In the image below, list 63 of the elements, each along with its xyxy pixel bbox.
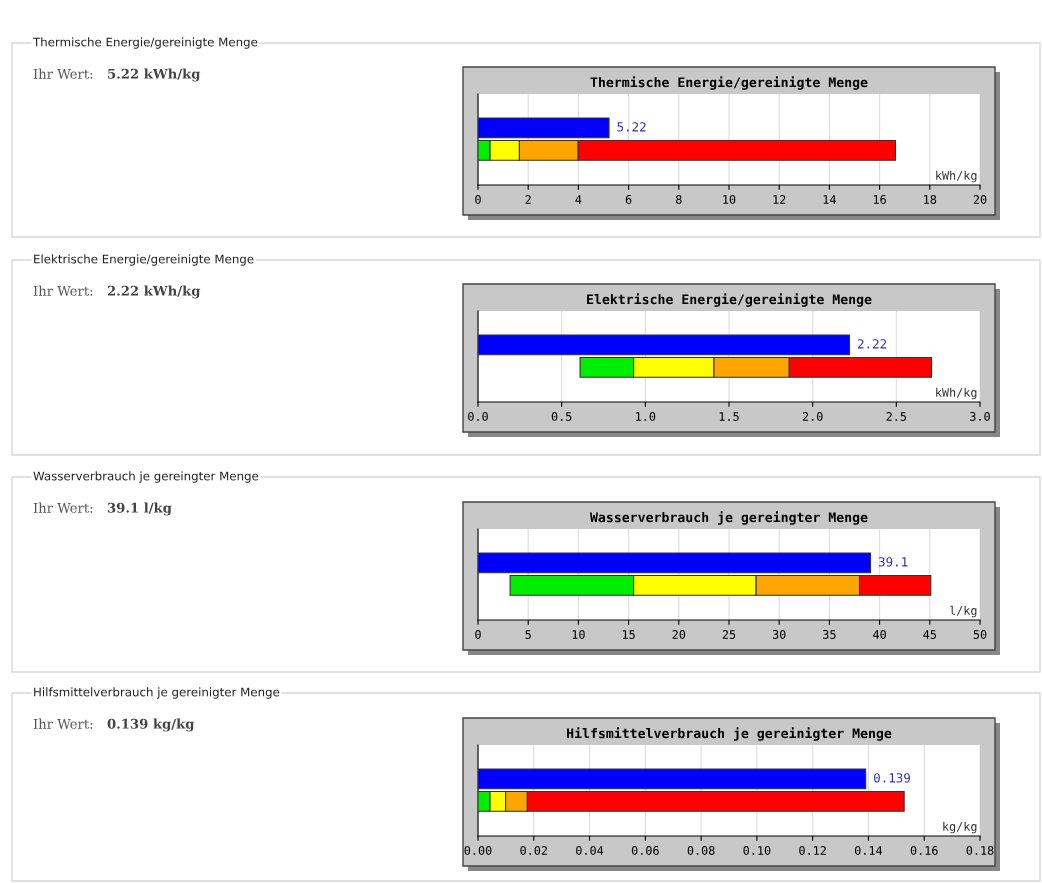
x-tick-label: 0.14 [855,845,883,855]
x-axis-title: l/kg [949,605,977,618]
x-tick-label: 8 [676,194,682,204]
x-tick-label: 30 [772,629,786,639]
text: Ihr Wert: [33,285,93,296]
chart-title: Hilfsmittelverbrauch je gereinigter Menge [567,727,892,741]
x-tick-label: 0.06 [631,845,659,855]
text: Thermische Energie/gereinigte Menge [32,37,258,49]
x-tick-label: 0.10 [743,845,771,855]
x-tick-label: 0 [475,194,481,204]
x-tick-label: 5 [525,630,531,639]
x-tick-label: 15 [622,630,635,639]
data-label: 39.1 [878,557,908,567]
x-tick-label: 10 [572,629,585,639]
x-tick-label: 1.5 [719,412,739,421]
x-tick-label: 0.00 [464,845,492,855]
text: Hilfsmittelverbrauch je gereinigter Menge [34,687,280,699]
x-tick-label: 2.0 [802,411,823,421]
text: Ihr Wert: [33,718,93,729]
x-tick-label: 0.18 [966,845,994,855]
x-tick-label: 40 [873,629,886,639]
x-tick-label: 25 [722,629,736,639]
x-tick-label: 0.0 [468,411,488,421]
x-tick-label: 0.08 [687,845,715,855]
text: 0.139 kg/kg [107,718,195,732]
x-tick-label: 0.04 [576,845,604,855]
x-tick-label: 0.5 [551,411,572,421]
text: Ihr Wert: [33,502,93,513]
x-tick-label: 1.0 [636,411,656,421]
x-tick-label: 0 [475,629,481,639]
x-tick-label: 3.0 [970,411,990,421]
text: Elektrische Energie/gereinigte Menge [34,254,254,266]
x-axis-title: kWh/kg [936,387,977,400]
x-tick-label: 16 [873,194,886,204]
text: 5.22 kWh/kg [108,68,201,82]
x-tick-label: 14 [823,195,836,204]
text: 39.1 l/kg [107,502,172,516]
chart-title: Wasserverbrauch je gereingter Menge [589,511,868,525]
x-tick-label: 0.12 [799,845,826,855]
x-tick-label: 20 [672,629,686,639]
data-label: 0.139 [873,773,910,783]
text: Wasserverbrauch je gereingter Menge [33,471,259,483]
text: Ihr Wert: [33,68,93,79]
data-label: 2.22 [857,339,887,349]
x-tick-label: 50 [973,629,987,639]
x-tick-label: 45 [923,630,936,639]
x-axis-title: kg/kg [943,821,977,834]
x-tick-label: 10 [723,194,736,204]
x-axis-title: kWh/kg [936,170,977,183]
x-tick-label: 35 [823,629,836,639]
x-tick-label: 2 [525,194,531,204]
x-tick-label: 2.5 [886,411,907,421]
text: 2.22 kWh/kg [107,285,201,299]
data-label: 5.22 [617,122,646,132]
x-tick-label: 0.02 [520,845,547,855]
chart-title: Thermische Energie/gereinigte Menge [590,76,868,90]
chart-title: Elektrische Energie/gereinigte Menge [587,293,872,307]
x-tick-label: 20 [973,194,987,204]
x-tick-label: 4 [575,195,582,204]
x-tick-label: 0.16 [910,845,938,855]
x-tick-label: 18 [924,194,937,204]
x-tick-label: 6 [625,194,632,204]
x-tick-label: 12 [773,194,786,204]
